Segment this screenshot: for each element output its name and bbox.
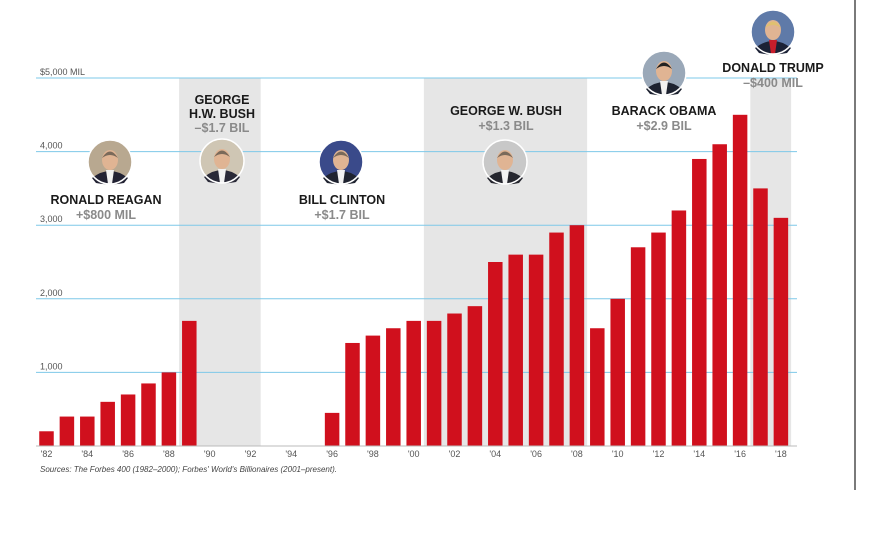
hair-shape — [497, 151, 513, 158]
tie-shape — [769, 40, 777, 54]
x-tick-label: '88 — [163, 449, 175, 459]
x-tick-label: '94 — [285, 449, 297, 459]
bar-2010 — [610, 298, 625, 446]
bar-1982 — [39, 431, 54, 446]
bar-1999 — [386, 328, 401, 446]
bar-2015 — [712, 144, 727, 447]
wealth-change: +$800 MIL — [76, 208, 136, 222]
hair-shape — [333, 151, 349, 158]
x-tick-label: '14 — [693, 449, 705, 459]
x-tick-label: '16 — [734, 449, 746, 459]
tie-shape — [660, 81, 668, 95]
wealth-change: +$1.7 BIL — [314, 208, 370, 222]
bar-2004 — [488, 262, 503, 446]
portrait-ring — [87, 139, 133, 185]
bar-1987 — [141, 383, 156, 446]
president-name: DONALD TRUMP — [722, 61, 823, 75]
x-tick-label: '12 — [653, 449, 665, 459]
bar-2006 — [528, 254, 544, 446]
x-tick-label: '82 — [41, 449, 53, 459]
bar-1996 — [324, 412, 340, 446]
y-tick-label: 1,000 — [40, 361, 63, 371]
wealth-change: +$1.3 BIL — [478, 119, 534, 133]
hair-shape — [656, 62, 672, 69]
x-tick-label: '04 — [489, 449, 501, 459]
bar-1985 — [100, 401, 115, 446]
x-tick-label: '84 — [81, 449, 93, 459]
bar-2012 — [651, 232, 666, 446]
president-portrait — [318, 139, 364, 185]
portrait-ring — [482, 139, 528, 185]
y-tick-label: 4,000 — [40, 141, 63, 151]
president-name: H.W. BUSH — [189, 107, 255, 121]
bar-2008 — [569, 225, 585, 446]
tie-shape — [337, 170, 345, 184]
bar-2000 — [406, 320, 421, 446]
bar-1998 — [365, 335, 381, 446]
portrait-ring — [199, 138, 245, 184]
x-tick-label: '10 — [612, 449, 624, 459]
x-tick-label: '08 — [571, 449, 583, 459]
x-tick-label: '90 — [204, 449, 216, 459]
president-portrait — [641, 50, 687, 96]
bar-1986 — [120, 394, 136, 446]
bar-2009 — [590, 328, 605, 446]
bar-2003 — [467, 306, 483, 446]
president-portrait — [482, 139, 528, 185]
x-axis-labels: '82 '84 '86 '88 '90 '92 '94 '96 '98 '00 '02 '04 '06 '… — [41, 449, 787, 459]
wealth-change: –$400 MIL — [743, 76, 803, 90]
president-portrait — [87, 139, 133, 185]
x-tick-label: '98 — [367, 449, 379, 459]
tie-shape — [501, 170, 509, 184]
bar-1984 — [80, 416, 95, 446]
portrait-ring — [318, 139, 364, 185]
bar-2017 — [753, 188, 768, 446]
portrait-ring — [641, 50, 687, 96]
bar-1997 — [345, 342, 360, 446]
y-tick-label: 2,000 — [40, 288, 63, 298]
bar-2001 — [426, 320, 442, 446]
y-axis-labels: $5,000 MIL 4,000 3,000 2,000 1,000 — [40, 67, 85, 371]
bar-1988 — [161, 372, 177, 446]
hair-shape — [765, 21, 781, 28]
president-name: BARACK OBAMA — [612, 104, 717, 118]
hair-shape — [214, 150, 230, 157]
bar-2014 — [692, 158, 707, 446]
source-note: Sources: The Forbes 400 (1982–2000); For… — [40, 465, 337, 474]
y-tick-label: 3,000 — [40, 214, 63, 224]
y-tick-label: $5,000 MIL — [40, 67, 85, 77]
tie-shape — [218, 169, 226, 183]
bar-1983 — [59, 416, 75, 446]
x-tick-label: '86 — [122, 449, 134, 459]
bar-2018 — [773, 217, 789, 446]
wealth-change: +$2.9 BIL — [636, 119, 692, 133]
president-name: BILL CLINTON — [299, 193, 385, 207]
bar-1989 — [182, 320, 197, 446]
president-portrait — [199, 138, 245, 184]
x-tick-label: '96 — [326, 449, 338, 459]
president-name: RONALD REAGAN — [50, 193, 161, 207]
bar-2002 — [447, 313, 462, 446]
bar-2011 — [630, 247, 646, 446]
hair-shape — [102, 151, 118, 158]
bars — [39, 114, 789, 447]
bar-2005 — [508, 254, 523, 446]
x-tick-label: '06 — [530, 449, 542, 459]
portrait-ring — [750, 9, 796, 55]
president-portrait — [750, 9, 796, 55]
president-name: GEORGE — [195, 93, 250, 107]
bar-2007 — [549, 232, 564, 446]
bar-2016 — [732, 114, 748, 447]
wealth-change: –$1.7 BIL — [195, 121, 250, 135]
x-tick-label: '18 — [775, 449, 787, 459]
x-tick-label: '02 — [449, 449, 461, 459]
president-name: GEORGE W. BUSH — [450, 104, 562, 118]
x-tick-label: '00 — [408, 449, 420, 459]
x-tick-label: '92 — [245, 449, 257, 459]
bar-2013 — [671, 210, 687, 446]
tie-shape — [106, 170, 114, 184]
